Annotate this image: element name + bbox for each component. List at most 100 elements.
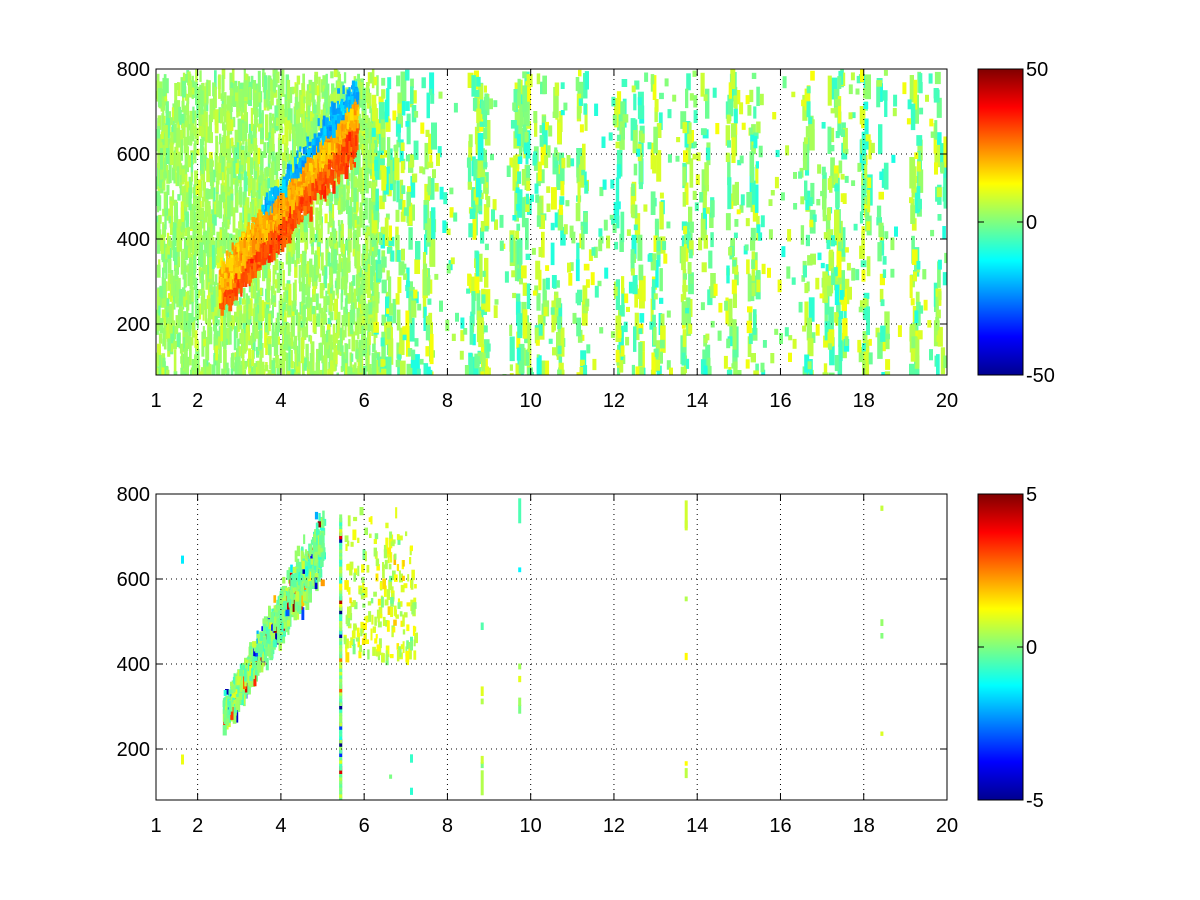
- heatmap-cell: [332, 303, 335, 312]
- heatmap-cell: [156, 73, 160, 86]
- heatmap-cell: [285, 211, 289, 217]
- heatmap-cell: [219, 198, 223, 215]
- heatmap-cell: [216, 282, 220, 297]
- heatmap-cell: [198, 179, 202, 196]
- heatmap-cell: [352, 219, 355, 231]
- heatmap-cell: [254, 293, 258, 309]
- heatmap-cell: [194, 235, 197, 253]
- heatmap-cell: [232, 315, 236, 330]
- heatmap-cell: [234, 278, 237, 283]
- heatmap-cell: [256, 243, 260, 252]
- heatmap-cell: [226, 168, 230, 193]
- heatmap-cell: [327, 369, 331, 375]
- heatmap-cell: [250, 190, 255, 204]
- heatmap-cell: [188, 257, 192, 277]
- heatmap-cell: [289, 182, 293, 187]
- heatmap-cell: [282, 334, 286, 360]
- heatmap-cell: [327, 156, 332, 168]
- heatmap-cell: [230, 199, 234, 217]
- heatmap-cell: [156, 191, 160, 206]
- heatmap-cell: [252, 225, 255, 231]
- heatmap-cell: [157, 88, 162, 107]
- heatmap-cell: [215, 290, 218, 307]
- heatmap-cell: [196, 148, 200, 156]
- heatmap-cell: [338, 253, 342, 266]
- heatmap-cell: [308, 361, 311, 370]
- heatmap-cell: [238, 90, 243, 108]
- heatmap-cell: [290, 361, 294, 369]
- heatmap-cell: [288, 87, 293, 103]
- heatmap-cell: [281, 152, 285, 163]
- heatmap-cell: [194, 330, 198, 348]
- heatmap-cell: [163, 316, 166, 326]
- heatmap-cell: [306, 157, 310, 170]
- heatmap-cell: [344, 154, 348, 164]
- heatmap-cell: [348, 286, 352, 302]
- heatmap-cell: [329, 175, 333, 184]
- heatmap-cell: [256, 147, 261, 165]
- heatmap-cell: [243, 116, 248, 142]
- heatmap-cell: [320, 252, 324, 271]
- heatmap-cell: [188, 81, 193, 98]
- heatmap-cell: [326, 95, 331, 115]
- heatmap-cell: [257, 292, 260, 315]
- heatmap-cell: [302, 374, 306, 375]
- heatmap-cell: [302, 179, 306, 187]
- heatmap-cell: [165, 259, 168, 279]
- heatmap-cell: [358, 113, 361, 131]
- heatmap-cell: [252, 82, 255, 100]
- heatmap-cell: [337, 123, 341, 136]
- heatmap-cell: [304, 238, 307, 254]
- heatmap-cell: [162, 125, 166, 133]
- heatmap-cell: [362, 290, 366, 315]
- heatmap-cell: [325, 237, 329, 261]
- heatmap-cell: [295, 309, 298, 326]
- heatmap-cell: [279, 358, 284, 369]
- heatmap-cell: [242, 206, 245, 223]
- heatmap-cell: [212, 364, 216, 375]
- heatmap-cell: [354, 321, 358, 336]
- heatmap-cell: [181, 217, 185, 233]
- heatmap-cell: [336, 158, 340, 171]
- heatmap-cell: [319, 117, 323, 128]
- heatmap-cell: [354, 81, 358, 87]
- heatmap-cell: [192, 239, 195, 261]
- heatmap-cell: [355, 128, 359, 134]
- heatmap-cell: [183, 260, 187, 276]
- heatmap-cell: [237, 252, 240, 259]
- heatmap-cell: [317, 95, 321, 110]
- heatmap-cell: [156, 222, 161, 239]
- heatmap-cell: [276, 179, 279, 194]
- heatmap-cell: [365, 261, 368, 272]
- heatmap-cell: [257, 92, 261, 103]
- heatmap-cell: [257, 289, 261, 304]
- heatmap-cell: [176, 228, 180, 252]
- heatmap-cell: [319, 282, 324, 299]
- heatmap-cell: [175, 146, 179, 154]
- heatmap-cell: [331, 213, 334, 226]
- heatmap-cell: [186, 99, 190, 119]
- heatmap-cell: [159, 318, 164, 334]
- heatmap-cell: [351, 207, 354, 227]
- heatmap-cell: [164, 125, 168, 148]
- heatmap-cell: [216, 200, 220, 218]
- heatmap-cell: [302, 147, 306, 155]
- heatmap-cell: [249, 143, 253, 154]
- heatmap-cell: [224, 166, 227, 192]
- heatmap-cell: [261, 300, 265, 322]
- heatmap-cell: [266, 205, 270, 216]
- heatmap-cell: [320, 307, 323, 319]
- heatmap-cell: [340, 197, 343, 213]
- heatmap-cell: [194, 287, 197, 303]
- heatmap-cell: [357, 73, 360, 81]
- heatmap-cell: [355, 93, 359, 105]
- heatmap-cell: [311, 167, 316, 173]
- heatmap-cell: [364, 168, 368, 191]
- heatmap-cell: [341, 123, 344, 131]
- heatmap-cell: [218, 156, 221, 174]
- heatmap-cell: [325, 73, 328, 91]
- heatmap-cell: [297, 151, 300, 159]
- heatmap-cell: [342, 141, 346, 147]
- heatmap-cell: [322, 185, 325, 190]
- heatmap-cell: [177, 256, 180, 268]
